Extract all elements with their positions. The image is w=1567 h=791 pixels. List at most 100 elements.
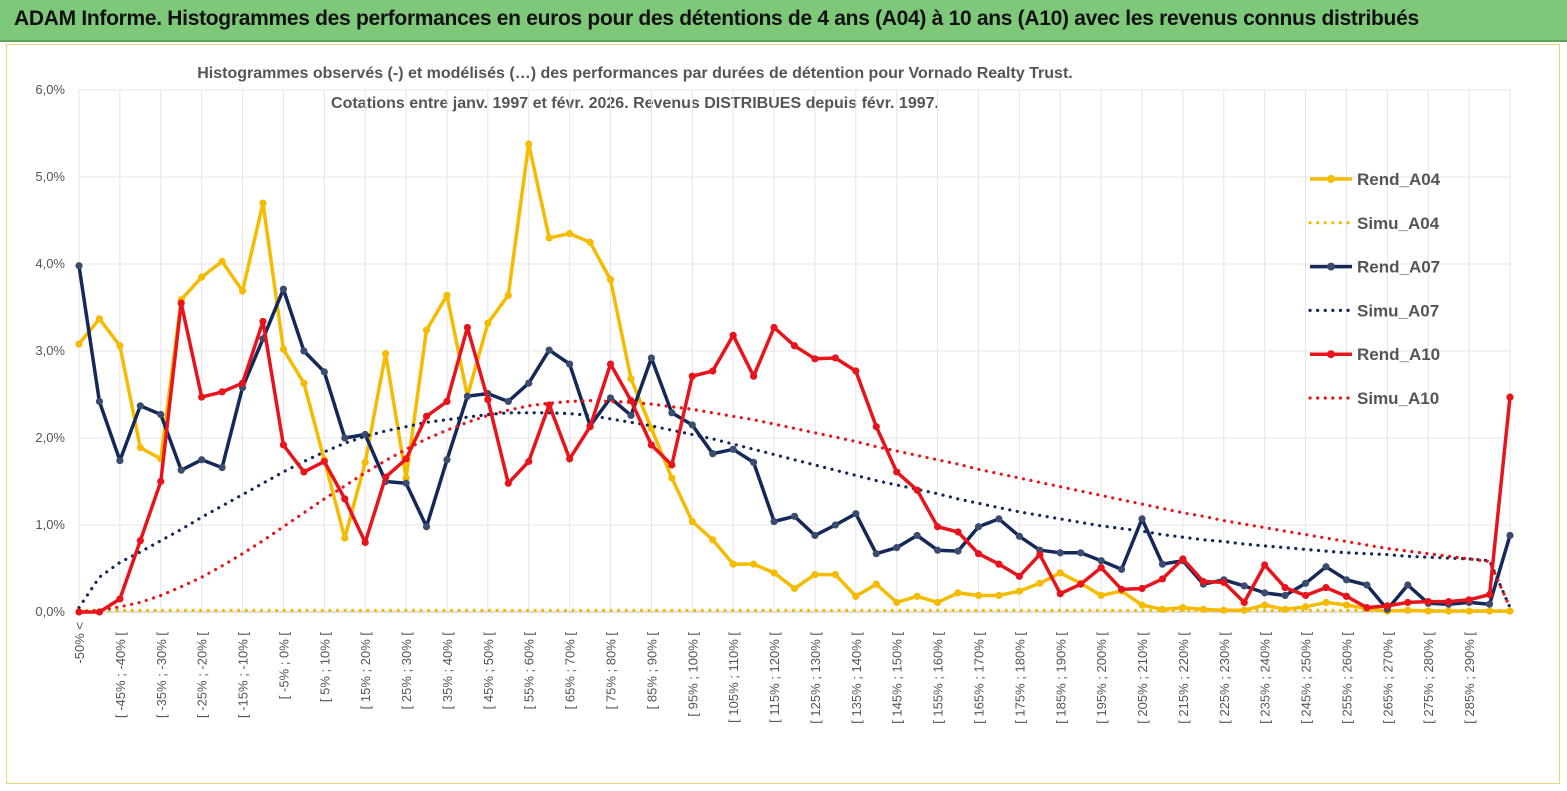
data-point-Rend_A10: [1220, 578, 1228, 587]
data-point-Rend_A04: [1322, 598, 1330, 607]
data-point-Rend_A10: [811, 355, 819, 363]
data-point-Rend_A10: [647, 441, 656, 449]
data-point-Rend_A10: [688, 372, 696, 380]
data-point-Rend_A04: [606, 276, 615, 284]
y-tick-label: 4,0%: [35, 256, 65, 271]
data-point-Rend_A10: [1036, 550, 1044, 559]
legend-marker: [1327, 175, 1335, 183]
x-tick-label: [ 165% ; 170% [: [971, 632, 986, 724]
data-point-Rend_A07: [566, 360, 574, 368]
data-point-Rend_A04: [1220, 606, 1228, 614]
data-point-Rend_A10: [729, 331, 737, 339]
data-point-Rend_A04: [852, 592, 860, 600]
data-point-Rend_A04: [954, 589, 962, 597]
data-point-Rend_A04: [1015, 587, 1023, 595]
data-point-Rend_A10: [504, 479, 512, 487]
x-tick-label: [ 85% ; 90% [: [644, 632, 659, 710]
data-point-Rend_A10: [1383, 602, 1391, 610]
y-tick-label: 1,0%: [35, 517, 65, 532]
data-point-Rend_A04: [995, 591, 1003, 600]
data-point-Rend_A07: [136, 402, 144, 410]
data-point-Rend_A10: [872, 423, 880, 431]
data-point-Rend_A10: [995, 560, 1003, 568]
data-point-Rend_A04: [913, 592, 921, 600]
data-point-Rend_A07: [1342, 576, 1351, 584]
data-point-Rend_A10: [1445, 597, 1453, 606]
data-point-Rend_A07: [893, 544, 901, 552]
x-tick-label: [ 145% ; 150% [: [890, 632, 905, 724]
data-point-Rend_A07: [606, 394, 615, 402]
data-point-Rend_A04: [1158, 605, 1167, 613]
x-tick-label: [ 45% ; 50% [: [481, 632, 496, 710]
data-point-Rend_A04: [136, 443, 144, 452]
chart-title-line2: Cotations entre janv. 1997 et févr. 2026…: [331, 95, 939, 112]
data-point-Rend_A07: [974, 523, 983, 531]
data-point-Rend_A04: [361, 458, 369, 466]
data-point-Rend_A04: [402, 474, 410, 482]
data-point-Rend_A07: [1363, 581, 1371, 589]
data-point-Rend_A07: [1485, 600, 1494, 608]
data-point-Rend_A07: [1261, 589, 1269, 597]
x-tick-label: [ 75% ; 80% [: [604, 632, 619, 710]
data-point-Rend_A10: [300, 468, 308, 476]
data-point-Rend_A07: [545, 346, 553, 354]
data-point-Rend_A10: [484, 396, 492, 404]
data-point-Rend_A04: [668, 474, 676, 482]
data-point-Rend_A10: [177, 299, 185, 307]
data-point-Rend_A07: [1015, 532, 1023, 540]
data-point-Rend_A07: [341, 434, 349, 442]
x-tick-label: [ 185% ; 190% [: [1053, 632, 1068, 724]
chart-frame: [6, 44, 1560, 784]
data-point-Rend_A10: [1056, 590, 1064, 598]
data-point-Rend_A07: [463, 392, 472, 400]
data-point-Rend_A10: [198, 393, 206, 401]
data-point-Rend_A07: [1301, 579, 1310, 587]
header-banner: ADAM Informe. Histogrammes des performan…: [0, 0, 1567, 42]
data-point-Rend_A04: [484, 319, 492, 327]
data-point-Rend_A07: [709, 450, 717, 458]
data-point-Rend_A10: [790, 342, 799, 350]
series-line-Rend_A10: [79, 301, 1512, 614]
data-point-Rend_A10: [443, 397, 451, 406]
x-tick-label: [ 5% ; 10% [: [317, 632, 332, 702]
data-point-Rend_A10: [361, 538, 369, 547]
data-point-Rend_A04: [627, 375, 635, 383]
data-point-Rend_A10: [402, 455, 410, 463]
x-tick-label: -50% <: [72, 622, 87, 664]
data-point-Rend_A07: [790, 512, 799, 520]
data-point-Rend_A10: [1465, 596, 1473, 604]
data-point-Rend_A10: [1097, 564, 1105, 572]
y-tick-label: 6,0%: [35, 82, 65, 97]
data-point-Rend_A07: [729, 445, 737, 453]
data-point-Rend_A07: [320, 368, 328, 376]
data-point-Rend_A10: [893, 468, 901, 476]
data-point-Rend_A04: [811, 570, 819, 579]
data-point-Rend_A07: [1056, 549, 1064, 557]
data-point-Rend_A04: [1097, 591, 1105, 600]
data-point-Rend_A07: [198, 456, 206, 464]
data-point-Rend_A10: [566, 455, 574, 463]
series-group: [75, 140, 1514, 616]
data-point-Rend_A10: [852, 367, 860, 375]
data-point-Rend_A10: [218, 388, 226, 396]
data-point-Rend_A10: [1261, 561, 1269, 569]
data-point-Rend_A07: [811, 531, 819, 540]
x-tick-label: [ 15% ; 20% [: [358, 632, 373, 710]
legend: Rend_A04 Simu_A04 Rend_A07 Simu_A07 Rend_A10…: [1308, 170, 1441, 408]
x-tick-label: [ 95% ; 100% [: [685, 632, 700, 717]
data-point-Rend_A04: [1056, 569, 1064, 577]
y-tick-label: 3,0%: [35, 343, 65, 358]
x-tick-label: [ 115% ; 120% [: [767, 632, 782, 723]
data-point-Rend_A10: [1199, 577, 1207, 586]
data-point-Rend_A04: [750, 560, 758, 568]
x-tick-label: [ 225% ; 230% [: [1217, 632, 1232, 724]
data-point-Rend_A10: [1179, 555, 1187, 563]
data-point-Rend_A10: [606, 360, 615, 368]
data-point-Rend_A07: [443, 456, 451, 464]
x-tick-label: [ 215% ; 220% [: [1176, 632, 1191, 724]
data-point-Rend_A04: [1240, 606, 1248, 614]
data-point-Rend_A10: [1322, 584, 1330, 592]
data-point-Rend_A07: [934, 546, 942, 554]
x-tick-label: [ 205% ; 210% [: [1135, 632, 1150, 724]
